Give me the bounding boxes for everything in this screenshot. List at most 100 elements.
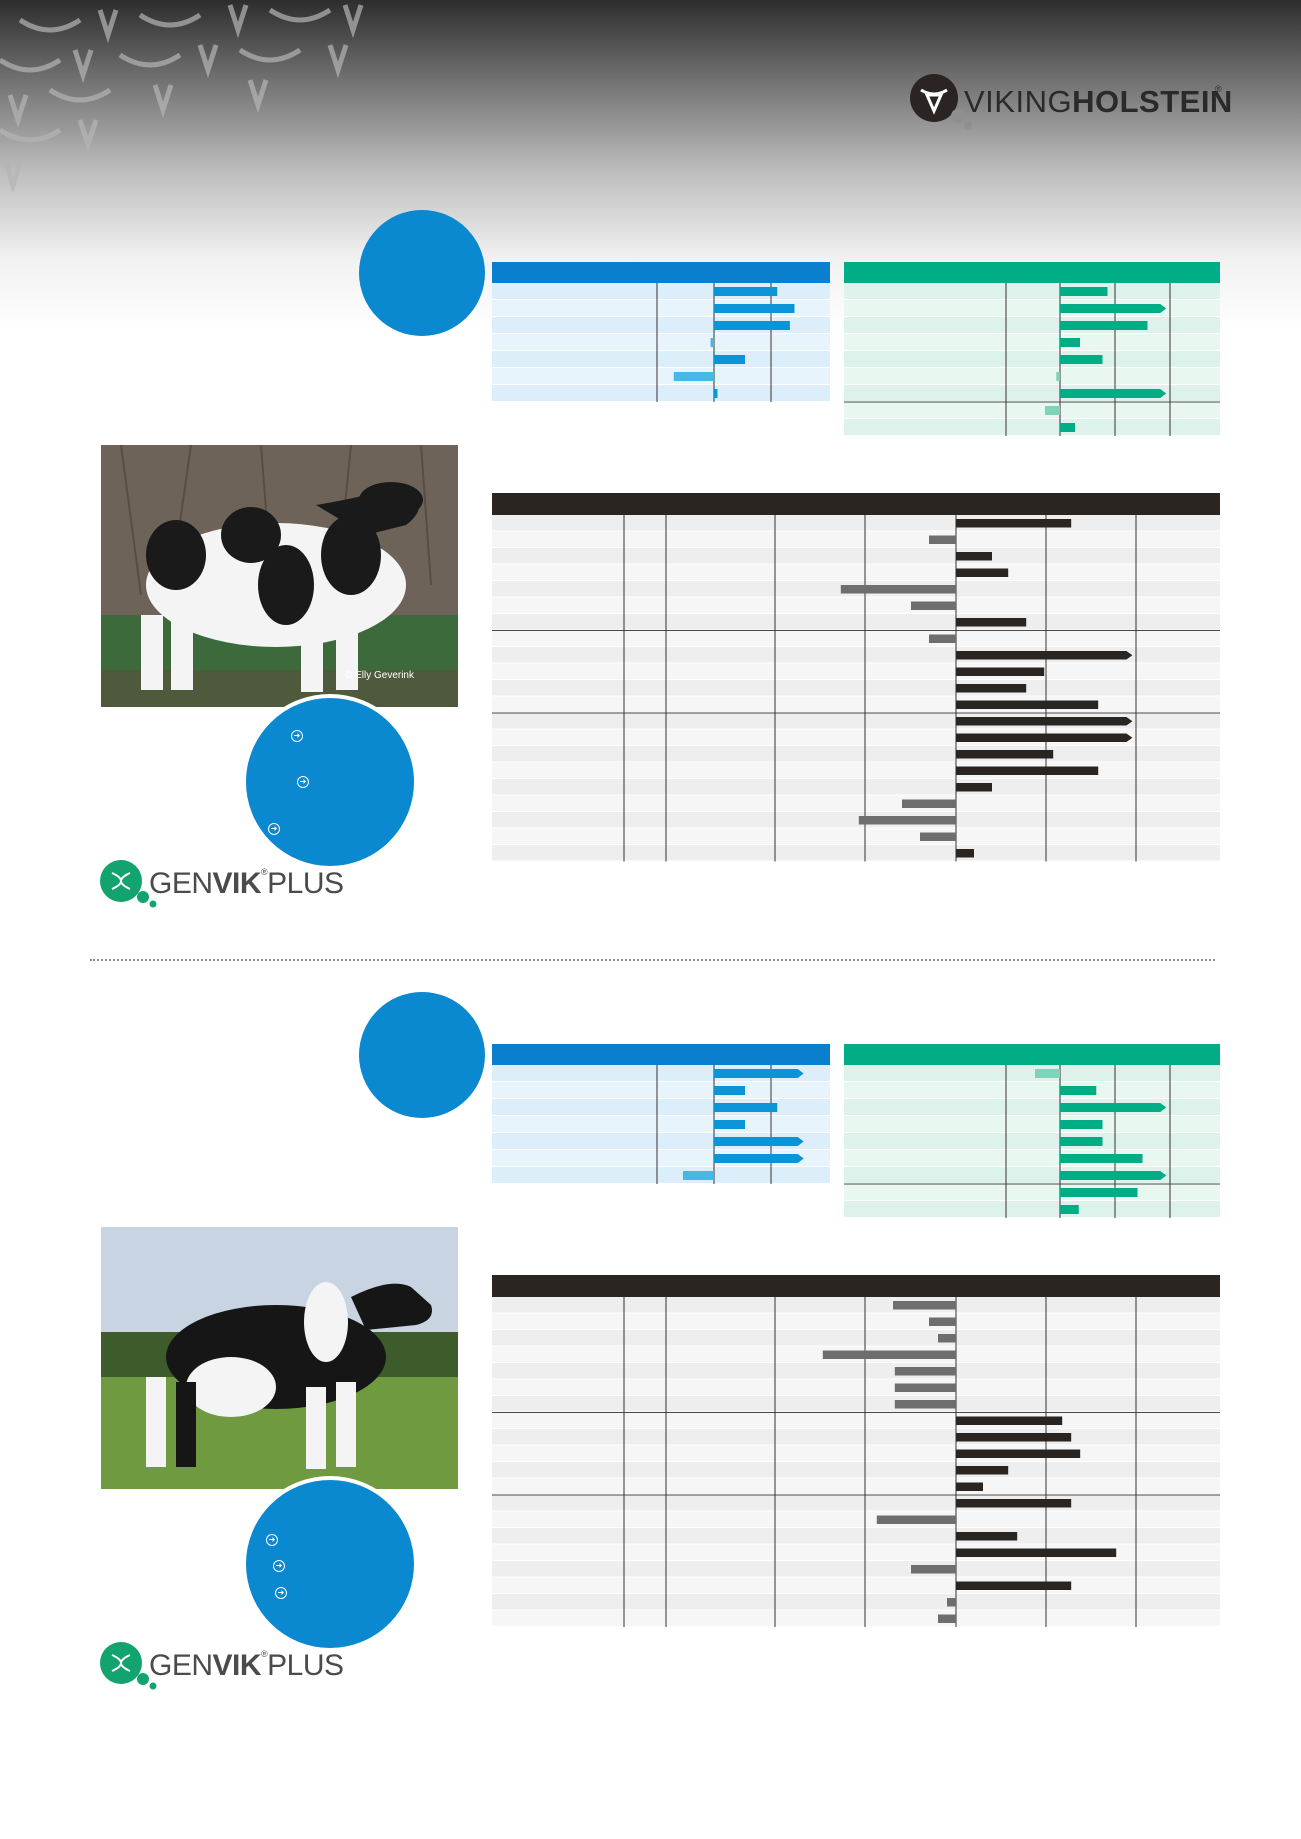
- bull-1-conformation-row-bg: [492, 795, 1220, 812]
- bull-2-conformation-row-bg: [492, 1561, 1220, 1578]
- bull-2-index-circle: [359, 992, 485, 1118]
- bull-2-conformation-row-bg: [492, 1445, 1220, 1462]
- bull-2-production-row-bg: [492, 1167, 830, 1184]
- arrow-right-icon: ➜: [273, 1560, 285, 1572]
- bull-1-conformation-bar: [929, 535, 956, 544]
- bull-2-conformation-bar: [894, 1383, 956, 1392]
- bull-2-functional-row-bg: [844, 1201, 1220, 1218]
- bull-2-conformation-row-bg: [492, 1429, 1220, 1446]
- bull-2-conformation-row-bg: [492, 1379, 1220, 1396]
- bull-2-conformation-bar: [893, 1301, 956, 1310]
- genvik-part1: GEN: [149, 867, 213, 900]
- bull-1-conformation-bar: [956, 717, 1133, 726]
- genvik-registered-mark: ®: [261, 1649, 268, 1659]
- bull-2-conformation-bar: [938, 1334, 956, 1343]
- bull-2-production-bar: [682, 1171, 714, 1180]
- bull-2-functional-bar: [1060, 1086, 1097, 1095]
- bull-1-photo-credit: © Elly Geverink: [344, 670, 414, 681]
- bull-2-functional-row-bg: [844, 1150, 1220, 1167]
- bull-1-production-row-bg: [492, 351, 830, 368]
- bull-2-production-header-bar: [492, 1044, 830, 1065]
- bull-2-conformation-row-bg: [492, 1363, 1220, 1380]
- bull-2-conformation-chart: [492, 1275, 1220, 1627]
- bull-1-conformation-row-bg: [492, 696, 1220, 713]
- bull-1-conformation-row-bg: [492, 548, 1220, 565]
- bull-1-production-row-bg: [492, 368, 830, 385]
- section-divider: [90, 959, 1215, 961]
- bull-2-conformation-bar: [956, 1532, 1018, 1541]
- bull-1-production-chart: [492, 262, 830, 402]
- bull-1-conformation-bar: [956, 733, 1133, 742]
- brand-registered-mark: ®: [1215, 84, 1222, 94]
- bull-1-conformation-bar: [902, 799, 956, 808]
- bull-1-conformation-row-bg: [492, 564, 1220, 581]
- bull-1-conformation-bar: [956, 849, 974, 858]
- bull-2-conformation-row-bg: [492, 1610, 1220, 1627]
- bull-1-conformation-bar: [858, 816, 956, 825]
- bull-2-conformation-row-bg: [492, 1462, 1220, 1479]
- bull-2-functional-bar: [1060, 1188, 1138, 1197]
- arrow-right-icon: ➜: [268, 823, 280, 835]
- bull-2-conformation-bar: [938, 1614, 956, 1623]
- bull-1-functional-bar: [1056, 372, 1060, 381]
- bull-1-conformation-bar: [956, 684, 1027, 693]
- bull-1-functional-bar: [1060, 338, 1080, 347]
- bull-2-functional-bar: [1035, 1069, 1060, 1078]
- bull-1-conformation-bar: [956, 552, 992, 561]
- genvik-part3: PLUS: [267, 1649, 344, 1682]
- bull-2-conformation-bar: [956, 1466, 1009, 1475]
- bull-2-conformation-row-bg: [492, 1495, 1220, 1512]
- bull-1-conformation-bar: [840, 585, 956, 594]
- bull-1-conformation-chart: [492, 493, 1220, 862]
- bull-2-conformation-row-bg: [492, 1528, 1220, 1545]
- bull-2-conformation-bar: [956, 1449, 1081, 1458]
- bull-1-conformation-row-bg: [492, 663, 1220, 680]
- bull-2-conformation-bar: [894, 1367, 956, 1376]
- bull-1-photo: © Elly Geverink: [101, 445, 458, 707]
- bull-2-production-row-bg: [492, 1099, 830, 1116]
- bull-1-production-row-bg: [492, 334, 830, 351]
- viking-logo-icon: [910, 74, 972, 129]
- bull-2-conformation-header-bar: [492, 1275, 1220, 1297]
- bull-2-functional-row-bg: [844, 1116, 1220, 1133]
- arrow-right-icon: ➜: [266, 1534, 278, 1546]
- brand-name-part1: VIKING: [964, 84, 1073, 119]
- bull-1-conformation-bar: [956, 750, 1054, 759]
- bull-2-conformation-row-bg: [492, 1313, 1220, 1330]
- bull-2-conformation-bar: [822, 1350, 956, 1359]
- dna-logo-icon: [100, 1642, 157, 1690]
- bull-2-production-bar: [714, 1103, 778, 1112]
- bull-1-functional-bar: [1060, 304, 1167, 313]
- bull-1-conformation-bar: [956, 651, 1133, 660]
- bull-1-conformation-row-bg: [492, 779, 1220, 796]
- bull-1-production-bar: [714, 304, 795, 313]
- genvik-part3: PLUS: [267, 867, 344, 900]
- bull-2-production-bar: [714, 1086, 746, 1095]
- bull-2-conformation-bar: [956, 1581, 1072, 1590]
- bull-1-production-header-bar: [492, 262, 830, 283]
- bull-1-production-bar: [714, 287, 778, 296]
- bull-2-conformation-row-bg: [492, 1594, 1220, 1611]
- bull-1-functional-row-bg: [844, 351, 1220, 368]
- bull-2-conformation-bar: [911, 1565, 956, 1574]
- bull-2-production-bar: [714, 1069, 804, 1078]
- bull-1-conformation-header-bar: [492, 493, 1220, 515]
- bull-2-conformation-row-bg: [492, 1297, 1220, 1314]
- bull-1-conformation-row-bg: [492, 515, 1220, 532]
- bull-1-conformation-row-bg: [492, 597, 1220, 614]
- bull-1-conformation-bar: [956, 667, 1045, 676]
- bull-1-conformation-bar: [920, 832, 956, 841]
- bull-1-conformation-row-bg: [492, 845, 1220, 862]
- bull-2-conformation-bar: [956, 1548, 1117, 1557]
- bull-2-functional-row-bg: [844, 1082, 1220, 1099]
- bull-1-conformation-row-bg: [492, 531, 1220, 548]
- bull-1-functional-row-bg: [844, 283, 1220, 300]
- genvik-plus-logo: GENVIK®PLUS: [99, 859, 344, 909]
- bull-1-production-bar: [714, 355, 746, 364]
- bull-1-conformation-row-bg: [492, 630, 1220, 647]
- bull-2-photo: [101, 1227, 458, 1489]
- bull-2-production-chart: [492, 1044, 830, 1184]
- bull-2-functional-bar: [1060, 1205, 1079, 1214]
- bull-2-conformation-row-bg: [492, 1577, 1220, 1594]
- genvik-part1: GEN: [149, 1649, 213, 1682]
